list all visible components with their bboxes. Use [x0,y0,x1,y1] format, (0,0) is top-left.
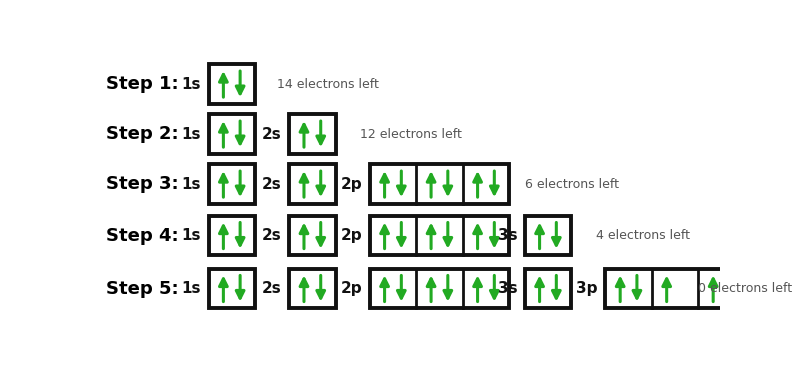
Text: 4 electrons left: 4 electrons left [596,229,690,242]
Text: 3s: 3s [498,228,518,243]
Bar [606,269,745,308]
Bar [370,216,509,256]
Text: 2p: 2p [341,281,362,296]
Text: 2s: 2s [262,228,282,243]
Bar [209,164,255,204]
Text: 2p: 2p [341,176,362,192]
Text: 2p: 2p [341,228,362,243]
Bar [525,269,571,308]
Text: Step 2:: Step 2: [106,125,179,143]
Text: 14 electrons left: 14 electrons left [277,78,378,91]
Bar [209,216,255,256]
Text: 1s: 1s [182,76,201,92]
Bar [289,114,336,154]
Bar [525,216,571,256]
Text: 1s: 1s [182,228,201,243]
Text: 3p: 3p [576,281,598,296]
Bar [289,269,336,308]
Text: 2s: 2s [262,126,282,142]
Text: 1s: 1s [182,281,201,296]
Bar [289,216,336,256]
Bar [209,114,255,154]
Text: 1s: 1s [182,126,201,142]
Bar [209,64,255,104]
Text: 0 electrons left: 0 electrons left [698,282,793,295]
Bar [209,269,255,308]
Text: Step 3:: Step 3: [106,175,179,193]
Text: Step 4:: Step 4: [106,227,179,244]
Text: 3s: 3s [498,281,518,296]
Text: Step 1:: Step 1: [106,75,179,93]
Text: 2s: 2s [262,281,282,296]
Text: Step 5:: Step 5: [106,280,179,298]
Text: 1s: 1s [182,176,201,192]
Text: 2s: 2s [262,176,282,192]
Bar [289,164,336,204]
Bar [370,164,509,204]
Text: 6 electrons left: 6 electrons left [525,178,618,191]
Bar [370,269,509,308]
Text: 12 electrons left: 12 electrons left [360,128,462,141]
